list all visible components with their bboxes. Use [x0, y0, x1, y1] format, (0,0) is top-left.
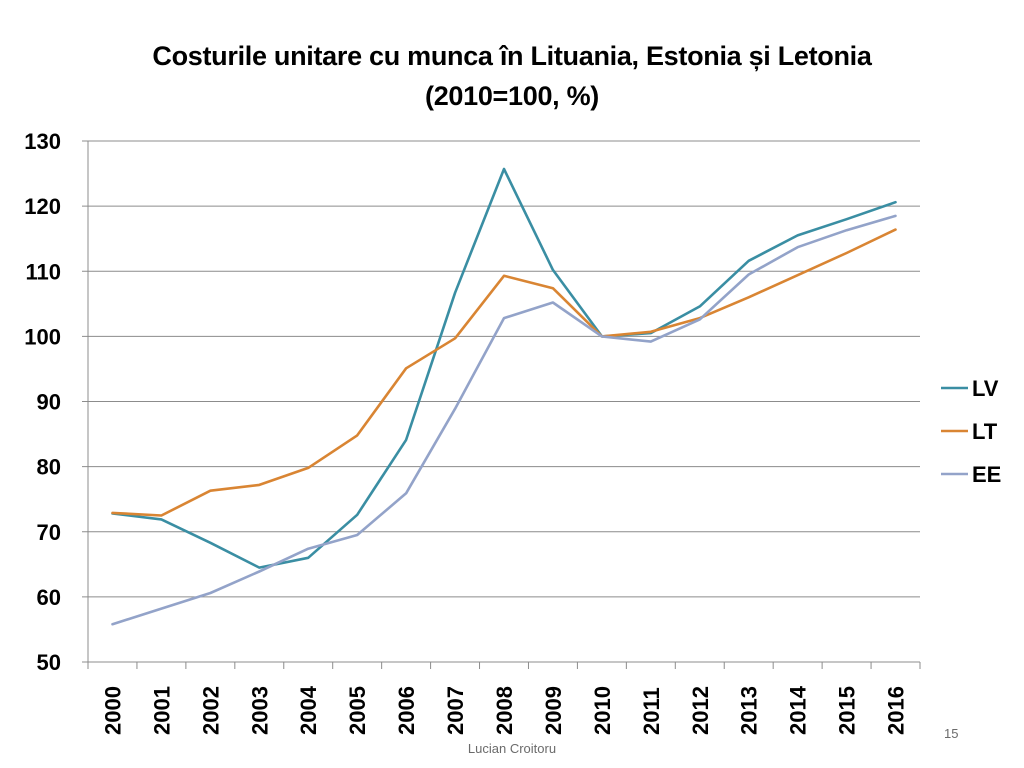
x-tick-label-2009: 2009 [541, 686, 566, 735]
x-tick-label-2004: 2004 [296, 685, 321, 735]
x-tick-label-2014: 2014 [786, 685, 811, 735]
y-tick-label-110: 110 [26, 259, 62, 284]
series-line-ee [111, 214, 897, 626]
y-tick-label-50: 50 [37, 650, 61, 675]
legend-label-lv: LV [972, 376, 999, 401]
x-tick-label-2008: 2008 [492, 686, 517, 735]
y-tick-label-100: 100 [24, 324, 61, 349]
x-tick-label-2016: 2016 [884, 686, 909, 735]
x-tick-label-2010: 2010 [590, 686, 615, 735]
x-tick-label-2005: 2005 [345, 686, 370, 735]
x-tick-label-2015: 2015 [835, 686, 860, 735]
chart-title-line2: (2010=100, %) [425, 81, 599, 111]
x-tick-label-2012: 2012 [688, 686, 713, 735]
chart-title-line1: Costurile unitare cu munca în Lituania, … [152, 41, 872, 71]
x-tick-label-2007: 2007 [443, 686, 468, 735]
series-line-lt [111, 228, 897, 517]
legend-label-lt: LT [972, 419, 998, 444]
y-tick-label-80: 80 [37, 455, 61, 480]
x-tick-label-2013: 2013 [737, 686, 762, 735]
footer-author: Lucian Croitoru [467, 741, 557, 756]
y-tick-label-90: 90 [37, 390, 61, 415]
x-tick-label-2006: 2006 [394, 686, 419, 735]
legend-label-ee: EE [972, 462, 1001, 487]
x-tick-label-2002: 2002 [198, 686, 223, 735]
x-tick-label-2001: 2001 [149, 686, 174, 735]
y-tick-label-70: 70 [37, 520, 61, 545]
chart-title: Costurile unitare cu munca în Lituania, … [0, 36, 1024, 116]
x-tick-label-2000: 2000 [100, 686, 125, 735]
y-tick-label-130: 130 [24, 129, 61, 154]
x-tick-label-2003: 2003 [247, 686, 272, 735]
y-tick-label-60: 60 [37, 585, 61, 610]
y-tick-label-120: 120 [24, 194, 61, 219]
page-number: 15 [944, 726, 959, 741]
series-line-lv [111, 167, 897, 569]
x-tick-label-2011: 2011 [639, 687, 664, 735]
